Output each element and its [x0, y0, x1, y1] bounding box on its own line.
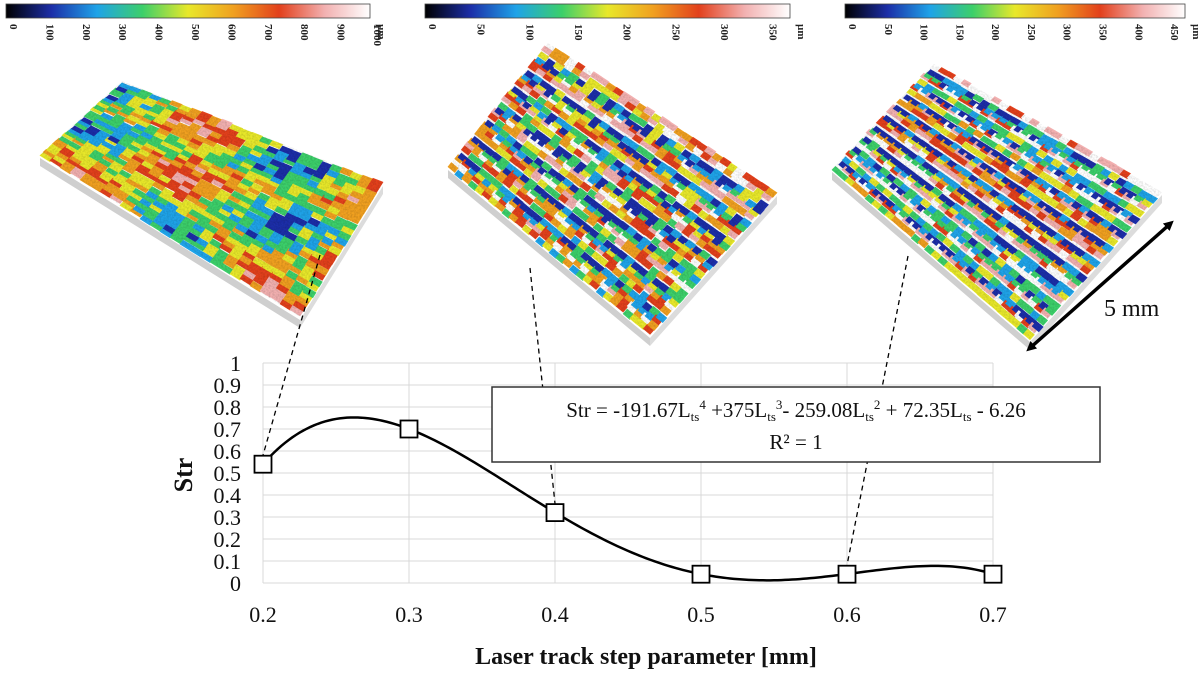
data-markers	[253, 419, 1003, 584]
y-tick-label: 0.1	[214, 549, 242, 574]
colorbar-tick-label: 300	[718, 24, 730, 41]
colorbar-tick-label: 350	[1097, 24, 1109, 41]
x-tick-label: 0.2	[249, 602, 277, 627]
surface-base	[40, 158, 300, 328]
x-tick-label: 0.6	[833, 602, 861, 627]
colorbar-tick-label: 150	[953, 24, 965, 41]
data-point-marker	[545, 503, 565, 523]
colorbar-strip	[844, 3, 1186, 19]
colorbar-tick-label: 300	[116, 24, 128, 41]
y-tick-label: 0.2	[214, 527, 242, 552]
y-tick-label: 1	[230, 351, 241, 376]
surface-base	[832, 172, 1030, 350]
colorbar-tick-label: 350	[767, 24, 779, 41]
y-tick-label: 0.3	[214, 505, 242, 530]
x-tick-label: 0.3	[395, 602, 423, 627]
surface-base	[448, 170, 650, 346]
colorbar-2: 0 50 100 150 200 250 300 350 µm	[424, 3, 807, 41]
colorbar-tick-label: 600	[225, 24, 237, 41]
colorbar-tick-label: 200	[621, 24, 633, 41]
colorbar-tick-label: 300	[1061, 24, 1073, 41]
r-squared-text: R² = 1	[769, 430, 822, 454]
colorbar-tick-label: 0	[426, 24, 438, 30]
colorbar-tick-label: 1000	[371, 24, 383, 47]
colorbar-tick-label: 50	[475, 24, 487, 36]
colorbar-tick-label: 100	[918, 24, 930, 41]
colorbar-tick-label: 250	[669, 24, 681, 41]
x-tick-labels: 0.2 0.3 0.4 0.5 0.6 0.7	[249, 602, 1007, 627]
surface-1	[39, 81, 384, 328]
x-axis-label: Laser track step parameter [mm]	[475, 644, 817, 670]
data-point-marker	[399, 419, 419, 439]
colorbar-tick-label: 800	[298, 24, 310, 41]
colorbar-3: 0 50 100 150 200 250 300 350 400 450 µm	[844, 3, 1200, 41]
y-tick-label: 0.7	[214, 417, 242, 442]
colorbar-tick-label: 100	[43, 24, 55, 41]
surface-group	[39, 40, 1163, 350]
scale-arrow-line	[1026, 220, 1174, 352]
colorbar-unit: µm	[795, 24, 807, 40]
y-axis-label: Str	[169, 458, 198, 493]
surface-texture	[40, 81, 383, 317]
colorbar-tick-label: 450	[1168, 24, 1180, 41]
surface-texture	[448, 43, 777, 335]
colorbar-strip	[5, 3, 371, 19]
colorbar-tick-label: 0	[846, 24, 858, 30]
y-tick-label: 0.4	[214, 483, 242, 508]
data-point-marker	[253, 454, 273, 474]
x-tick-label: 0.5	[687, 602, 715, 627]
scale-label: 5 mm	[1104, 296, 1160, 322]
fit-curve	[262, 416, 994, 582]
y-tick-label: 0.8	[214, 395, 242, 420]
colorbar-unit: µm	[1190, 24, 1200, 40]
colorbar-tick-label: 900	[335, 24, 347, 41]
x-tick-label: 0.7	[979, 602, 1007, 627]
data-point-marker	[837, 564, 857, 584]
equation-box: Str = -191.67Lts4 +375Lts3- 259.08Lts2 +…	[491, 386, 1101, 463]
y-tick-labels: 00.10.20.30.40.50.60.70.80.91	[214, 351, 242, 596]
colorbar-tick-label: 500	[189, 24, 201, 41]
colorbar-tick-label: 150	[572, 24, 584, 41]
y-tick-label: 0.6	[214, 439, 242, 464]
equation-frame	[491, 386, 1101, 463]
leader-line	[529, 267, 556, 504]
surface-base	[300, 186, 383, 328]
colorbar-unit: µm	[375, 24, 387, 40]
colorbar-tick-label: 400	[153, 24, 165, 41]
colorbar-tick-label: 400	[1132, 24, 1144, 41]
data-point-marker	[983, 564, 1003, 584]
surface-2	[447, 40, 778, 346]
x-tick-label: 0.4	[541, 602, 569, 627]
colorbar-tick-label: 100	[523, 24, 535, 41]
data-point-marker	[691, 564, 711, 584]
colorbar-tick-label: 0	[7, 24, 19, 30]
colorbar-strip	[424, 3, 791, 19]
y-tick-label: 0.9	[214, 373, 242, 398]
equation-text: Str = -191.67Lts4 +375Lts3- 259.08Lts2 +…	[566, 397, 1026, 424]
scale-arrow: 5 mm	[1026, 220, 1174, 352]
y-tick-label: 0.5	[214, 461, 242, 486]
colorbar-tick-label: 200	[989, 24, 1001, 41]
colorbar-tick-label: 200	[80, 24, 92, 41]
colorbar-tick-label: 700	[262, 24, 274, 41]
colorbar-tick-label: 250	[1025, 24, 1037, 41]
y-tick-label: 0	[230, 571, 241, 596]
surface-base	[650, 196, 777, 346]
leader-line	[262, 254, 321, 456]
colorbar-tick-label: 50	[882, 24, 894, 36]
